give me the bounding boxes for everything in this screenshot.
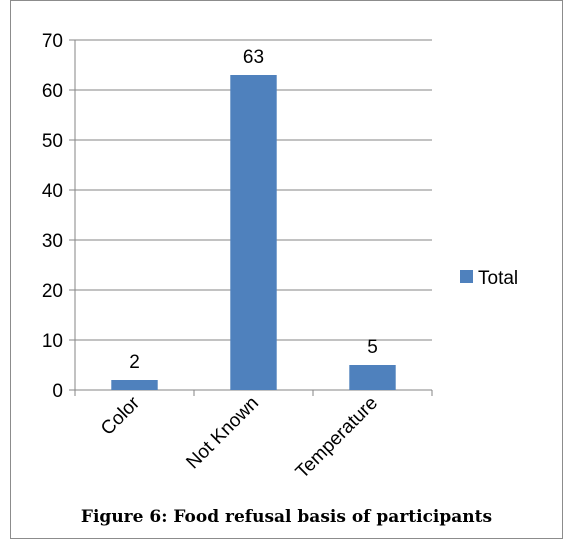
y-tick-label: 30 [42, 231, 63, 252]
category-labels: Color Not Known Temperature [97, 392, 382, 483]
data-labels: 2 63 5 [129, 47, 378, 373]
data-label: 2 [129, 352, 140, 373]
y-tick-label: 60 [42, 81, 63, 102]
category-label: Not Known [182, 393, 263, 474]
bar [111, 380, 158, 390]
legend-label: Total [478, 268, 518, 289]
y-tick-label: 40 [42, 181, 63, 202]
y-tick-label: 0 [52, 381, 63, 402]
category-label: Color [97, 392, 144, 439]
y-tick-labels: 0 10 20 30 40 50 60 70 [42, 31, 75, 402]
legend-swatch [460, 270, 473, 283]
bars [111, 75, 396, 390]
bar [349, 365, 396, 390]
legend: Total [460, 268, 518, 289]
y-tick-label: 70 [42, 31, 63, 52]
data-label: 63 [243, 47, 264, 68]
bar [230, 75, 277, 390]
figure-caption: Figure 6: Food refusal basis of particip… [80, 507, 493, 527]
y-tick-label: 50 [42, 131, 63, 152]
data-label: 5 [367, 337, 378, 358]
y-tick-label: 10 [42, 331, 63, 352]
category-label: Temperature [292, 393, 382, 483]
y-tick-label: 20 [42, 281, 63, 302]
x-tick-marks [74, 390, 433, 396]
